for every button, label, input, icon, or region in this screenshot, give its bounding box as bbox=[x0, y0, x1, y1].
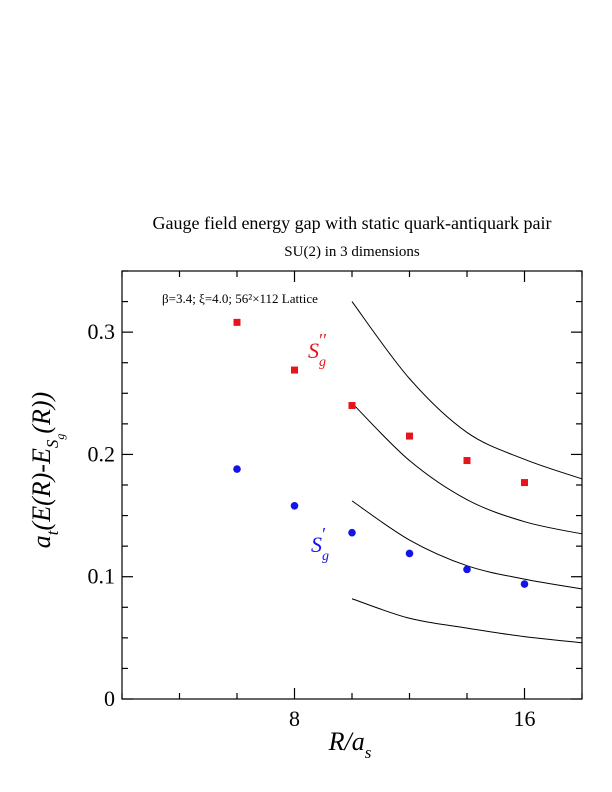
y-axis-label: at(E(R)-ESg(R)) bbox=[27, 392, 67, 548]
guide-curve-1 bbox=[351, 301, 583, 480]
guide-curve-2 bbox=[351, 402, 583, 535]
lattice-annotation: β=3.4; ξ=4.0; 56²×112 Lattice bbox=[162, 291, 318, 306]
data-point-s-prime bbox=[290, 501, 299, 510]
x-tick-label: 16 bbox=[514, 706, 536, 731]
axis-ticks bbox=[121, 270, 583, 700]
data-point-s-prime bbox=[405, 549, 414, 558]
guide-curve-4 bbox=[351, 598, 583, 644]
x-tick-label: 8 bbox=[289, 706, 300, 731]
x-axis-label: R/as bbox=[328, 727, 372, 762]
series-label-s-prime: Sg′ bbox=[311, 524, 329, 564]
y-tick-label: 0.1 bbox=[88, 564, 116, 589]
y-tick-label: 0 bbox=[104, 686, 115, 711]
data-point-s-double-prime bbox=[406, 432, 413, 440]
chart-subtitle: SU(2) in 3 dimensions bbox=[284, 244, 420, 260]
data-point-s-prime bbox=[348, 528, 356, 537]
y-tick-label: 0.2 bbox=[88, 441, 116, 466]
data-point-s-double-prime bbox=[291, 366, 298, 374]
y-tick-label: 0.3 bbox=[88, 319, 116, 344]
guide-curve-3 bbox=[351, 500, 583, 590]
data-point-s-double-prime bbox=[233, 318, 241, 326]
data-points bbox=[233, 318, 529, 588]
data-point-s-prime bbox=[520, 580, 529, 588]
data-point-s-double-prime bbox=[348, 402, 356, 410]
chart-title: Gauge field energy gap with static quark… bbox=[152, 213, 551, 233]
series-label-s-double-prime: Sg′′ bbox=[308, 330, 327, 370]
data-point-s-prime bbox=[463, 565, 471, 574]
tick-labels: 8 16 0 0.1 0.2 0.3 bbox=[88, 319, 536, 731]
guide-curves bbox=[351, 301, 583, 644]
data-point-s-double-prime bbox=[521, 479, 528, 487]
data-point-s-prime bbox=[233, 465, 241, 473]
data-point-s-double-prime bbox=[463, 457, 471, 465]
